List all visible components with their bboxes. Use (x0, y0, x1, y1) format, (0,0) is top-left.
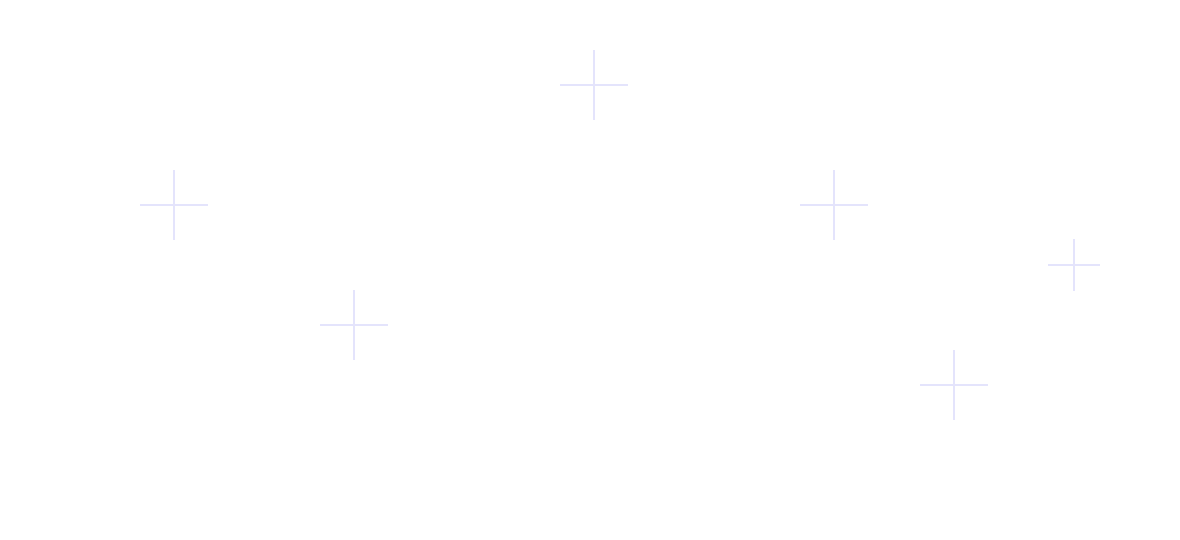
plus-icon (1048, 239, 1100, 291)
plus-icon (560, 50, 628, 120)
plus-icon (800, 170, 868, 240)
plus-icon (320, 290, 388, 360)
plus-icon (920, 350, 988, 420)
plus-icon (140, 170, 208, 240)
